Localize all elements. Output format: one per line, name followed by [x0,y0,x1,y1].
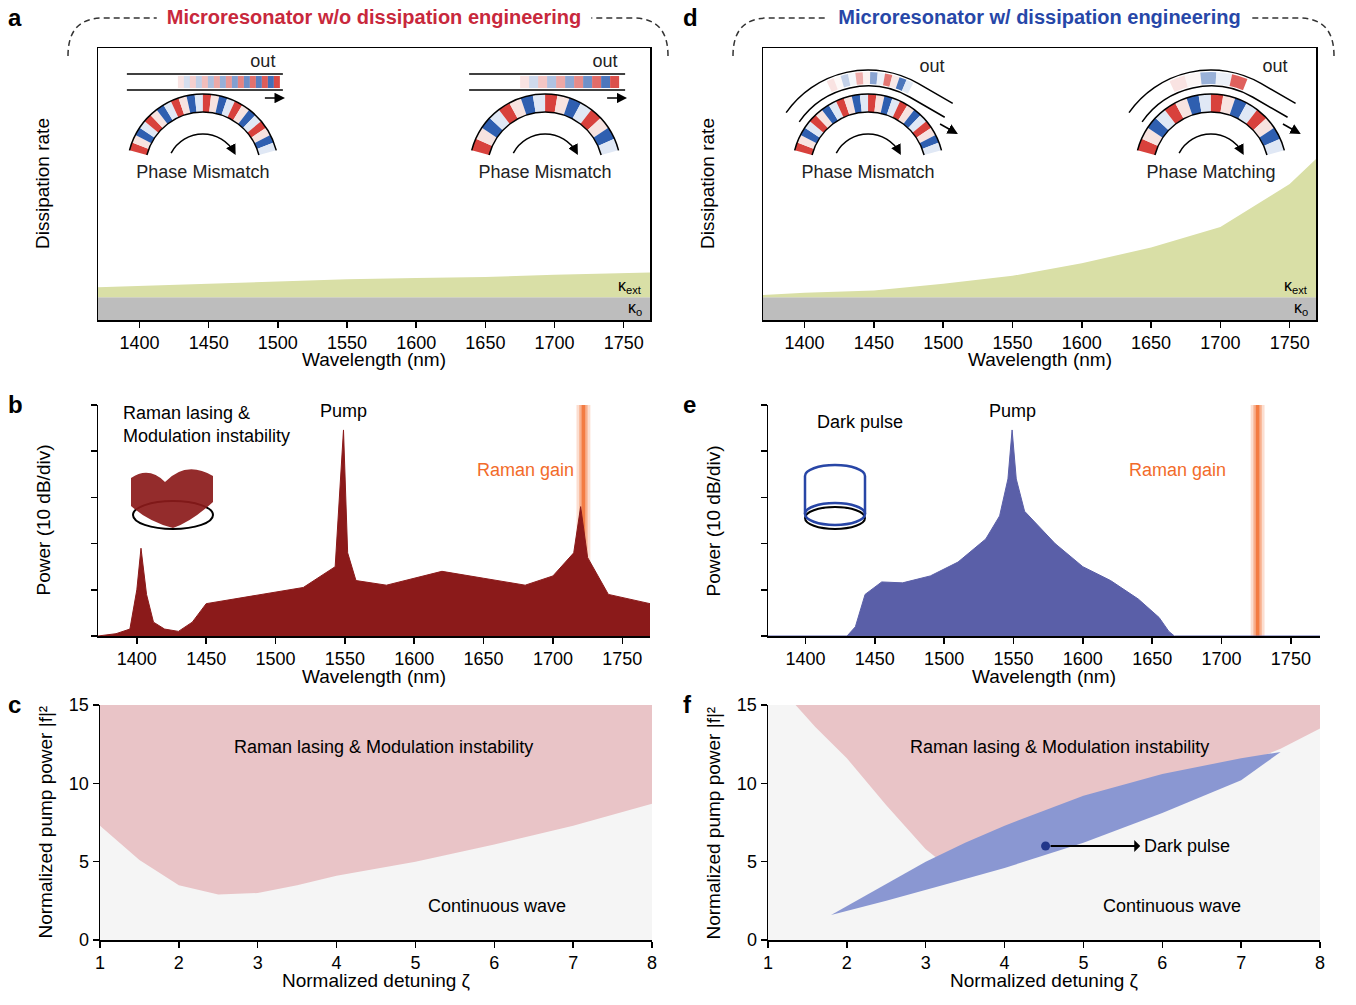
svg-text:b: b [8,391,23,418]
svg-text:3: 3 [921,953,931,973]
svg-text:0: 0 [747,930,757,950]
svg-text:κ​ext​: κ​ext​ [618,277,642,296]
svg-text:Phase Mismatch: Phase Mismatch [136,162,269,182]
svg-text:1650: 1650 [465,333,505,353]
svg-text:0: 0 [79,930,89,950]
svg-text:15: 15 [69,695,89,715]
svg-text:15: 15 [737,695,757,715]
svg-text:f: f [683,691,692,718]
svg-text:10: 10 [737,774,757,794]
svg-text:Pump: Pump [320,401,367,421]
svg-text:Microresonator w/ dissipation: Microresonator w/ dissipation engineerin… [838,6,1240,28]
svg-text:1600: 1600 [1063,649,1103,669]
svg-text:1450: 1450 [855,649,895,669]
svg-text:Pump: Pump [989,401,1036,421]
svg-text:1450: 1450 [186,649,226,669]
svg-text:6: 6 [489,953,499,973]
svg-text:1650: 1650 [464,649,504,669]
svg-text:1600: 1600 [1062,333,1102,353]
svg-text:1550: 1550 [325,649,365,669]
svg-text:8: 8 [1315,953,1325,973]
svg-text:a: a [8,4,22,31]
svg-text:1400: 1400 [785,649,825,669]
svg-text:Power (10 dB/div): Power (10 dB/div) [33,444,54,595]
svg-text:1500: 1500 [924,649,964,669]
svg-text:5: 5 [79,852,89,872]
svg-text:Normalized detuning ζ: Normalized detuning ζ [950,970,1139,991]
svg-text:Normalized pump power |f|²: Normalized pump power |f|² [35,706,56,939]
svg-text:5: 5 [1078,953,1088,973]
svg-text:κ​o​: κ​o​ [628,299,642,318]
svg-text:Raman lasing & Modulation inst: Raman lasing & Modulation instability [234,737,533,757]
svg-text:1750: 1750 [602,649,642,669]
svg-text:out: out [920,56,945,76]
svg-text:Power (10 dB/div): Power (10 dB/div) [703,445,724,596]
svg-text:1500: 1500 [923,333,963,353]
svg-text:1550: 1550 [993,649,1033,669]
svg-text:2: 2 [842,953,852,973]
svg-text:Raman gain: Raman gain [477,460,574,480]
svg-text:1650: 1650 [1131,333,1171,353]
svg-text:1700: 1700 [1202,649,1242,669]
svg-text:c: c [8,691,21,718]
svg-text:6: 6 [1157,953,1167,973]
svg-text:Dissipation rate: Dissipation rate [697,118,718,249]
svg-text:Phase Mismatch: Phase Mismatch [479,162,612,182]
svg-text:3: 3 [253,953,263,973]
svg-text:Phase Matching: Phase Matching [1146,162,1275,182]
svg-text:7: 7 [1236,953,1246,973]
svg-text:1500: 1500 [258,333,298,353]
svg-text:4: 4 [1000,953,1010,973]
svg-text:1450: 1450 [189,333,229,353]
svg-text:Wavelength (nm): Wavelength (nm) [972,666,1116,687]
svg-text:1400: 1400 [119,333,159,353]
svg-text:Continuous wave: Continuous wave [1103,896,1241,916]
svg-text:Microresonator w/o dissipation: Microresonator w/o dissipation engineeri… [167,6,582,28]
svg-text:4: 4 [332,953,342,973]
svg-text:κ​ext​: κ​ext​ [1284,277,1308,296]
svg-text:out: out [593,51,618,71]
svg-text:8: 8 [647,953,657,973]
svg-text:1600: 1600 [396,333,436,353]
svg-text:Dark pulse: Dark pulse [817,412,903,432]
svg-text:out: out [250,51,275,71]
svg-text:Wavelength (nm): Wavelength (nm) [302,666,446,687]
svg-text:1400: 1400 [785,333,825,353]
svg-text:7: 7 [568,953,578,973]
svg-text:1: 1 [763,953,773,973]
svg-text:1750: 1750 [1271,649,1311,669]
svg-text:1650: 1650 [1132,649,1172,669]
svg-text:1450: 1450 [854,333,894,353]
svg-text:Wavelength (nm): Wavelength (nm) [302,349,446,370]
svg-text:1700: 1700 [1200,333,1240,353]
svg-text:out: out [1262,56,1287,76]
svg-text:10: 10 [69,774,89,794]
svg-text:1700: 1700 [535,333,575,353]
svg-text:Raman lasing & Modulation inst: Raman lasing & Modulation instability [910,737,1209,757]
svg-text:Raman lasing &Modulation insta: Raman lasing &Modulation instability [123,403,290,446]
svg-text:1550: 1550 [327,333,367,353]
svg-text:Normalized detuning ζ: Normalized detuning ζ [282,970,471,991]
svg-text:Continuous wave: Continuous wave [428,896,566,916]
svg-text:1550: 1550 [992,333,1032,353]
svg-text:5: 5 [747,852,757,872]
svg-text:1700: 1700 [533,649,573,669]
svg-text:d: d [683,4,698,31]
svg-text:1: 1 [95,953,105,973]
svg-text:1500: 1500 [256,649,296,669]
svg-text:Dissipation rate: Dissipation rate [32,118,53,249]
svg-text:κ​o​: κ​o​ [1294,299,1308,318]
svg-text:1600: 1600 [394,649,434,669]
svg-text:e: e [683,391,696,418]
svg-text:1400: 1400 [117,649,157,669]
svg-text:Wavelength (nm): Wavelength (nm) [968,349,1112,370]
svg-text:Normalized pump power |f|²: Normalized pump power |f|² [703,707,724,940]
svg-text:5: 5 [410,953,420,973]
svg-text:1750: 1750 [1270,333,1310,353]
svg-text:Raman gain: Raman gain [1129,460,1226,480]
svg-text:1750: 1750 [604,333,644,353]
svg-text:Phase Mismatch: Phase Mismatch [802,162,935,182]
svg-text:Dark pulse: Dark pulse [1144,836,1230,856]
svg-text:2: 2 [174,953,184,973]
